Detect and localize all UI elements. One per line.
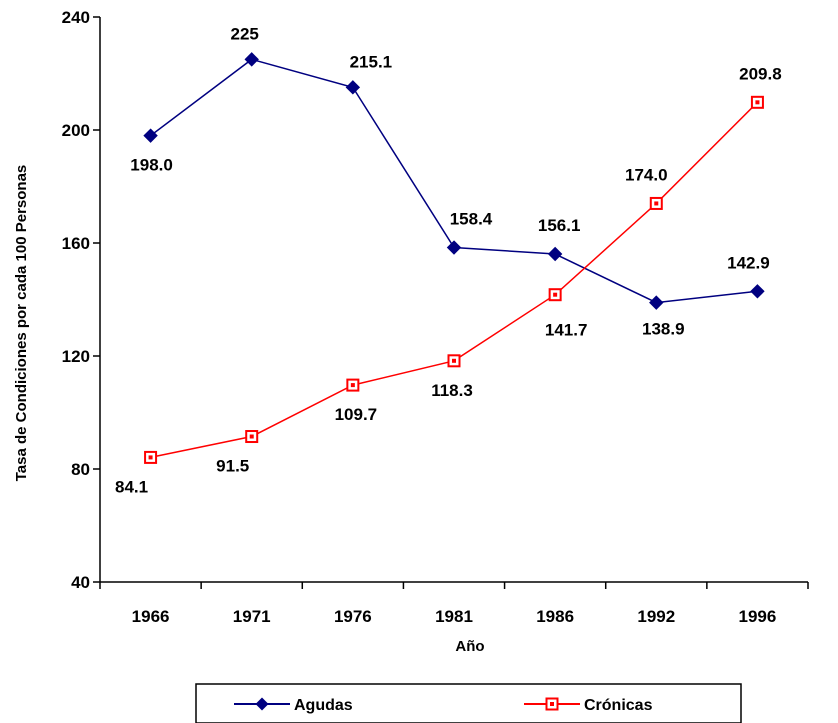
legend-label: Crónicas	[584, 697, 653, 714]
y-tick-label: 200	[62, 121, 90, 140]
data-point-diamond	[547, 246, 563, 262]
data-point-diamond	[446, 240, 462, 255]
data-point-diamond	[244, 52, 259, 67]
y-tick-label: 240	[62, 8, 90, 27]
series-line-crnicas	[150, 101, 758, 459]
legend-marker-diamond	[255, 697, 269, 711]
data-point-diamond	[345, 80, 361, 95]
data-point-diamond	[649, 295, 664, 310]
data-label: 91.5	[216, 457, 249, 476]
data-label: 198.0	[130, 156, 173, 175]
x-tick-label: 1966	[132, 607, 170, 626]
x-tick-label: 1981	[435, 607, 473, 626]
data-point-diamond	[143, 128, 158, 143]
x-tick-label: 1996	[739, 607, 777, 626]
data-point-square-core	[350, 383, 355, 388]
data-label: 84.1	[115, 477, 148, 496]
x-tick-label: 1971	[233, 607, 271, 626]
data-label: 156.1	[538, 216, 581, 235]
data-point-square-core	[452, 358, 456, 363]
data-point-square-core	[148, 455, 153, 460]
y-tick-label: 40	[71, 573, 90, 592]
x-tick-label: 1976	[334, 607, 372, 626]
data-point-square-core	[654, 201, 659, 206]
y-tick-label: 80	[71, 460, 90, 479]
data-label: 215.1	[350, 52, 393, 71]
data-label: 138.9	[642, 320, 685, 339]
y-tick-label: 160	[62, 234, 90, 253]
data-point-square-core	[249, 434, 254, 439]
data-point-diamond	[750, 284, 765, 299]
x-tick-label: 1992	[637, 607, 675, 626]
y-tick-label: 120	[62, 347, 90, 366]
data-point-square-core	[755, 100, 760, 105]
y-axis-title: Tasa de Condiciones por cada 100 Persona…	[13, 165, 30, 482]
legend-marker-square-core	[550, 702, 554, 706]
x-axis-title: Año	[455, 638, 484, 655]
legend-label: Agudas	[294, 697, 353, 714]
data-label: 158.4	[450, 210, 493, 229]
legend: Agudas Crónicas	[195, 683, 742, 723]
data-label: 225	[231, 24, 259, 43]
data-point-square-core	[553, 292, 558, 297]
data-label: 174.0	[625, 165, 668, 184]
data-label: 109.7	[335, 405, 378, 424]
data-label: 142.9	[727, 253, 770, 272]
data-label: 141.7	[545, 321, 588, 340]
data-label: 118.3	[431, 381, 473, 400]
x-tick-label: 1986	[536, 607, 574, 626]
data-label: 209.8	[739, 64, 782, 83]
